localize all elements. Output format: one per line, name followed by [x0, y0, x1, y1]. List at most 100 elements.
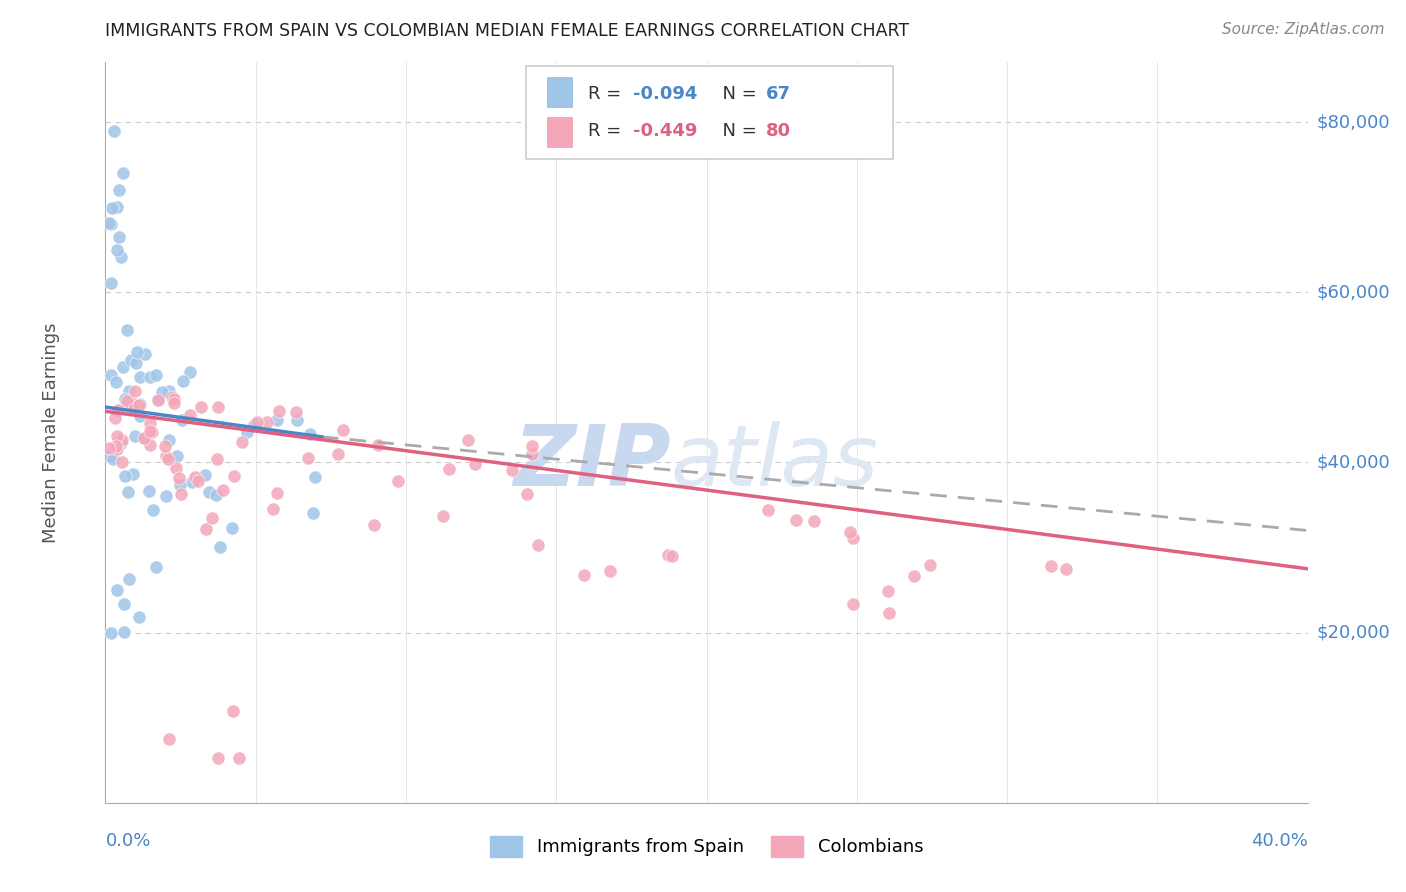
Point: [145, 560, 167, 574]
Point: [112, 624, 135, 639]
Point: [111, 166, 134, 180]
Point: [117, 484, 139, 499]
Point: [111, 455, 134, 469]
Point: [150, 384, 173, 399]
Text: R =: R =: [588, 122, 627, 140]
Point: [129, 409, 152, 424]
Point: [128, 610, 150, 624]
Point: [107, 243, 129, 257]
Point: [134, 431, 156, 445]
Point: [285, 405, 308, 419]
Point: [120, 352, 142, 367]
Point: [877, 584, 900, 599]
Point: [114, 597, 136, 611]
Point: [100, 368, 122, 383]
Point: [153, 439, 176, 453]
Point: [204, 488, 226, 502]
Text: $80,000: $80,000: [1316, 113, 1391, 131]
Text: $60,000: $60,000: [1316, 283, 1391, 301]
Point: [266, 412, 288, 426]
Point: [1054, 562, 1077, 576]
Text: 80: 80: [765, 122, 790, 140]
Point: [527, 538, 550, 552]
Point: [139, 424, 162, 438]
Text: Median Female Earnings: Median Female Earnings: [42, 322, 60, 543]
Point: [297, 450, 319, 465]
Point: [201, 511, 224, 525]
Point: [107, 200, 129, 214]
Point: [97, 449, 120, 463]
Point: [179, 409, 201, 423]
Point: [661, 549, 683, 563]
Point: [100, 217, 122, 231]
Point: [110, 250, 132, 264]
Point: [221, 521, 243, 535]
Point: [105, 439, 128, 453]
Point: [110, 436, 132, 450]
Point: [146, 392, 169, 407]
Text: -0.094: -0.094: [633, 85, 697, 103]
Text: 40.0%: 40.0%: [1251, 832, 1308, 850]
Point: [207, 751, 229, 765]
Bar: [547, 117, 574, 148]
Point: [879, 606, 901, 620]
Point: [139, 438, 162, 452]
Point: [124, 384, 146, 399]
Point: [222, 704, 245, 718]
Point: [169, 478, 191, 492]
Point: [187, 475, 209, 489]
Point: [195, 522, 218, 536]
Text: 67: 67: [765, 85, 790, 103]
Point: [128, 398, 150, 412]
Point: [122, 467, 145, 481]
Text: $40,000: $40,000: [1316, 453, 1391, 471]
Point: [157, 731, 180, 746]
Point: [520, 447, 543, 461]
Point: [128, 397, 150, 411]
Point: [155, 489, 177, 503]
Text: Source: ZipAtlas.com: Source: ZipAtlas.com: [1222, 22, 1385, 37]
Point: [211, 483, 233, 497]
Point: [262, 501, 284, 516]
Point: [117, 323, 139, 337]
Point: [267, 404, 290, 418]
Point: [299, 427, 322, 442]
Point: [169, 471, 191, 485]
Point: [209, 540, 232, 554]
Point: [432, 508, 454, 523]
Point: [170, 487, 193, 501]
Text: 0.0%: 0.0%: [105, 832, 150, 850]
Point: [198, 484, 221, 499]
Point: [179, 365, 201, 379]
Point: [302, 506, 325, 520]
Point: [142, 502, 165, 516]
Point: [107, 403, 129, 417]
Point: [501, 462, 523, 476]
Point: [266, 486, 288, 500]
Point: [155, 450, 177, 464]
Point: [785, 513, 807, 527]
Point: [657, 548, 679, 562]
Text: N =: N =: [711, 85, 763, 103]
Point: [367, 438, 389, 452]
Point: [463, 457, 485, 471]
Point: [180, 475, 202, 489]
Text: ZIP: ZIP: [513, 421, 671, 504]
Point: [157, 433, 180, 447]
Point: [165, 460, 187, 475]
Point: [599, 564, 621, 578]
Point: [105, 375, 128, 389]
Point: [124, 402, 146, 417]
Point: [98, 441, 121, 455]
Point: [439, 462, 461, 476]
Point: [1039, 559, 1062, 574]
Point: [145, 368, 167, 383]
Point: [134, 347, 156, 361]
Point: [758, 502, 780, 516]
Point: [228, 751, 250, 765]
Point: [162, 392, 184, 406]
Point: [803, 514, 825, 528]
Point: [117, 394, 139, 409]
Point: [246, 415, 269, 429]
Legend: Immigrants from Spain, Colombians: Immigrants from Spain, Colombians: [482, 829, 931, 864]
